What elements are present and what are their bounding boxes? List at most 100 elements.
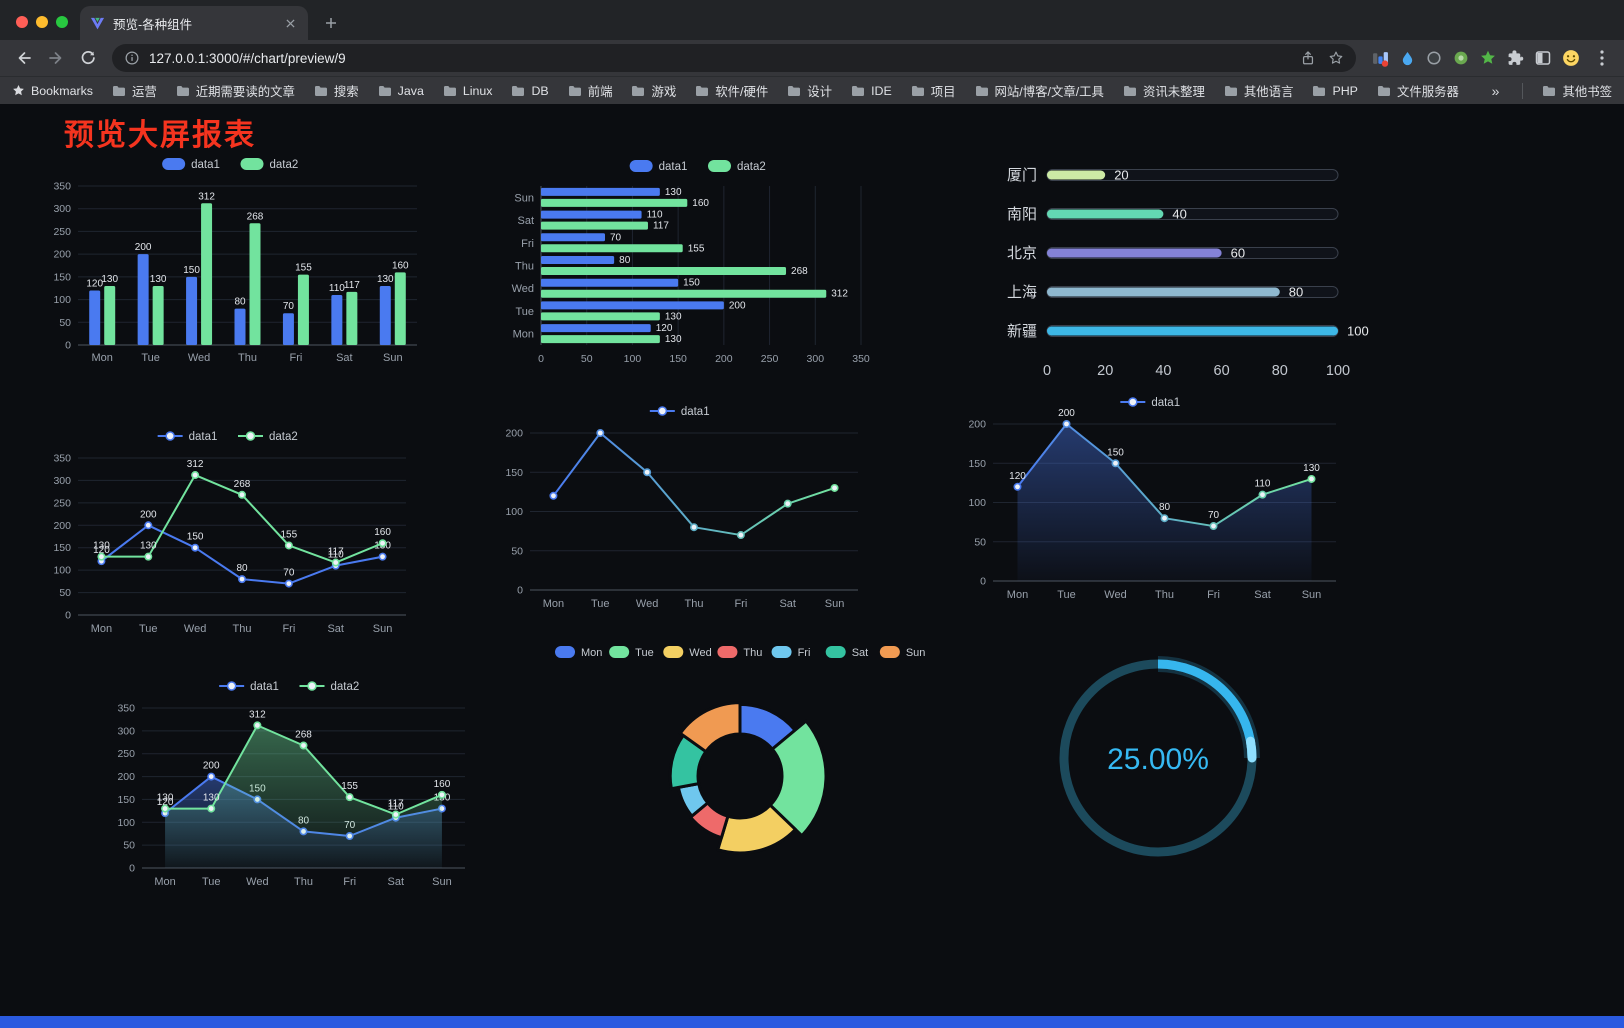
svg-text:200: 200 bbox=[117, 771, 135, 783]
url-text: 127.0.0.1:3000/#/chart/preview/9 bbox=[149, 50, 346, 66]
bookmark-folder-label: 游戏 bbox=[651, 84, 677, 99]
extension-green-circle-icon[interactable] bbox=[1453, 50, 1469, 66]
svg-text:150: 150 bbox=[505, 467, 523, 479]
svg-text:data1: data1 bbox=[191, 159, 220, 171]
svg-text:Sat: Sat bbox=[517, 215, 534, 227]
chart-area-dual[interactable]: 0 50 100 150 200 250 300 350 Mon Tue Wed Thu Fri Sat S… bbox=[104, 676, 479, 894]
svg-text:Sun: Sun bbox=[906, 647, 926, 659]
footer-strip bbox=[0, 1016, 1624, 1028]
window-zoom-button[interactable] bbox=[56, 16, 68, 28]
svg-text:20: 20 bbox=[1114, 168, 1128, 183]
chart-progress-ring[interactable]: 25.00% bbox=[1052, 652, 1264, 864]
browser-menu-button[interactable] bbox=[1590, 44, 1614, 72]
svg-text:Thu: Thu bbox=[238, 352, 257, 364]
svg-text:100: 100 bbox=[53, 294, 71, 306]
bookmark-folder[interactable]: 近期需要读的文章 bbox=[176, 82, 295, 100]
window-minimize-button[interactable] bbox=[36, 16, 48, 28]
bookmark-folder[interactable]: 搜索 bbox=[314, 82, 359, 100]
bookmarks-root-item[interactable]: Bookmarks bbox=[12, 84, 93, 98]
bookmark-folder[interactable]: PHP bbox=[1312, 84, 1358, 98]
svg-text:25.00%: 25.00% bbox=[1107, 743, 1209, 776]
chart-grouped-bar[interactable]: 0 50 100 150 200 250 300 350 Mon 120 130 Tue 200 130 W… bbox=[40, 154, 425, 369]
bookmark-folder[interactable]: Linux bbox=[443, 84, 492, 98]
extension-ring-icon[interactable] bbox=[1426, 50, 1442, 66]
svg-text:Thu: Thu bbox=[685, 598, 704, 610]
svg-text:0: 0 bbox=[517, 585, 523, 597]
svg-text:上海: 上海 bbox=[1007, 284, 1037, 301]
side-panel-icon[interactable] bbox=[1535, 50, 1551, 66]
svg-text:Tue: Tue bbox=[141, 352, 160, 364]
svg-text:160: 160 bbox=[374, 527, 391, 538]
bookmark-folder[interactable]: 项目 bbox=[911, 82, 956, 100]
extension-chart-icon[interactable] bbox=[1372, 50, 1389, 67]
svg-text:data1: data1 bbox=[189, 431, 218, 443]
chart-area-single[interactable]: 0 50 100 150 200 Mon Tue Wed Thu Fri Sat Sun 120 200 1… bbox=[955, 392, 1350, 607]
chart-line-gradient[interactable]: 0 50 100 150 200 Mon Tue Wed Thu Fri Sat Sun data1 bbox=[492, 401, 872, 616]
new-tab-button[interactable] bbox=[318, 10, 344, 36]
svg-text:155: 155 bbox=[341, 781, 358, 792]
chart-rose-donut[interactable]: Mon Tue Wed Thu Fri Sat Sun bbox=[545, 642, 935, 877]
chart-horizontal-bar[interactable]: 0 50 100 150 200 250 300 350 Mon 120 130 Tue 200 130 W… bbox=[505, 156, 895, 371]
profile-emoji-icon[interactable] bbox=[1562, 49, 1580, 67]
bookmark-folder[interactable]: Java bbox=[378, 84, 424, 98]
svg-text:50: 50 bbox=[581, 353, 593, 365]
site-info-icon[interactable] bbox=[124, 50, 140, 66]
svg-text:Mon: Mon bbox=[513, 329, 534, 341]
extension-star-icon[interactable] bbox=[1480, 50, 1496, 66]
bookmark-folder[interactable]: 其他语言 bbox=[1224, 82, 1293, 100]
svg-text:150: 150 bbox=[183, 265, 200, 276]
svg-text:268: 268 bbox=[234, 479, 251, 490]
svg-text:200: 200 bbox=[715, 353, 733, 365]
svg-text:130: 130 bbox=[1303, 463, 1320, 474]
bookmark-folder[interactable]: DB bbox=[511, 84, 549, 98]
svg-text:100: 100 bbox=[53, 565, 71, 577]
bookmarks-root-label: Bookmarks bbox=[31, 83, 93, 98]
svg-text:130: 130 bbox=[101, 274, 118, 285]
share-icon[interactable] bbox=[1300, 50, 1316, 66]
back-button[interactable] bbox=[10, 44, 38, 72]
chart-city-progress[interactable]: 厦门 20 南阳 40 北京 60 上海 80 新疆 100 0 20 40 60 80 100 bbox=[985, 159, 1370, 389]
bookmark-folder[interactable]: 网站/博客/文章/工具 bbox=[975, 82, 1104, 100]
bookmark-folder[interactable]: 文件服务器 bbox=[1377, 82, 1459, 100]
extension-drop-icon[interactable] bbox=[1400, 51, 1415, 66]
chart-line-dual[interactable]: 0 50 100 150 200 250 300 350 Mon Tue Wed Thu Fri Sat S… bbox=[40, 426, 420, 641]
svg-text:312: 312 bbox=[249, 709, 266, 720]
bookmark-folder[interactable]: 运营 bbox=[112, 82, 157, 100]
bookmark-folder[interactable]: 资讯未整理 bbox=[1123, 82, 1205, 100]
address-bar[interactable]: 127.0.0.1:3000/#/chart/preview/9 bbox=[112, 44, 1356, 72]
tab-close-icon[interactable] bbox=[282, 15, 298, 31]
svg-text:350: 350 bbox=[53, 453, 71, 465]
svg-text:160: 160 bbox=[434, 779, 451, 790]
svg-text:Mon: Mon bbox=[581, 647, 602, 659]
svg-text:110: 110 bbox=[647, 210, 663, 221]
bookmark-folder-label: 项目 bbox=[930, 84, 956, 99]
svg-text:150: 150 bbox=[187, 532, 204, 543]
bookmark-folder[interactable]: 前端 bbox=[568, 82, 612, 100]
svg-text:150: 150 bbox=[53, 542, 71, 554]
extensions-puzzle-icon[interactable] bbox=[1507, 49, 1524, 67]
folder-icon bbox=[632, 85, 645, 96]
svg-text:80: 80 bbox=[236, 563, 248, 574]
svg-text:data1: data1 bbox=[250, 681, 279, 693]
svg-text:120: 120 bbox=[157, 797, 174, 808]
forward-button[interactable] bbox=[42, 44, 70, 72]
svg-text:data1: data1 bbox=[681, 406, 710, 418]
bookmark-folder[interactable]: 设计 bbox=[787, 82, 832, 100]
svg-text:Wed: Wed bbox=[246, 876, 268, 888]
svg-text:268: 268 bbox=[791, 266, 808, 277]
svg-text:Tue: Tue bbox=[591, 598, 610, 610]
bookmark-folder[interactable]: IDE bbox=[851, 84, 892, 98]
reload-button[interactable] bbox=[74, 44, 102, 72]
bookmark-folder[interactable]: 软件/硬件 bbox=[695, 82, 768, 100]
svg-text:155: 155 bbox=[295, 263, 312, 274]
bookmark-star-icon[interactable] bbox=[1328, 50, 1344, 66]
window-close-button[interactable] bbox=[16, 16, 28, 28]
browser-tab[interactable]: 预览-各种组件 bbox=[80, 6, 308, 40]
svg-text:130: 130 bbox=[665, 334, 682, 345]
tab-title: 预览-各种组件 bbox=[113, 17, 193, 32]
other-bookmarks-folder[interactable]: 其他书签 bbox=[1542, 82, 1612, 100]
svg-text:Fri: Fri bbox=[798, 647, 811, 659]
bookmark-folder[interactable]: 游戏 bbox=[631, 82, 676, 100]
bookmarks-overflow-button[interactable]: » bbox=[1491, 82, 1500, 99]
svg-text:110: 110 bbox=[329, 283, 345, 294]
